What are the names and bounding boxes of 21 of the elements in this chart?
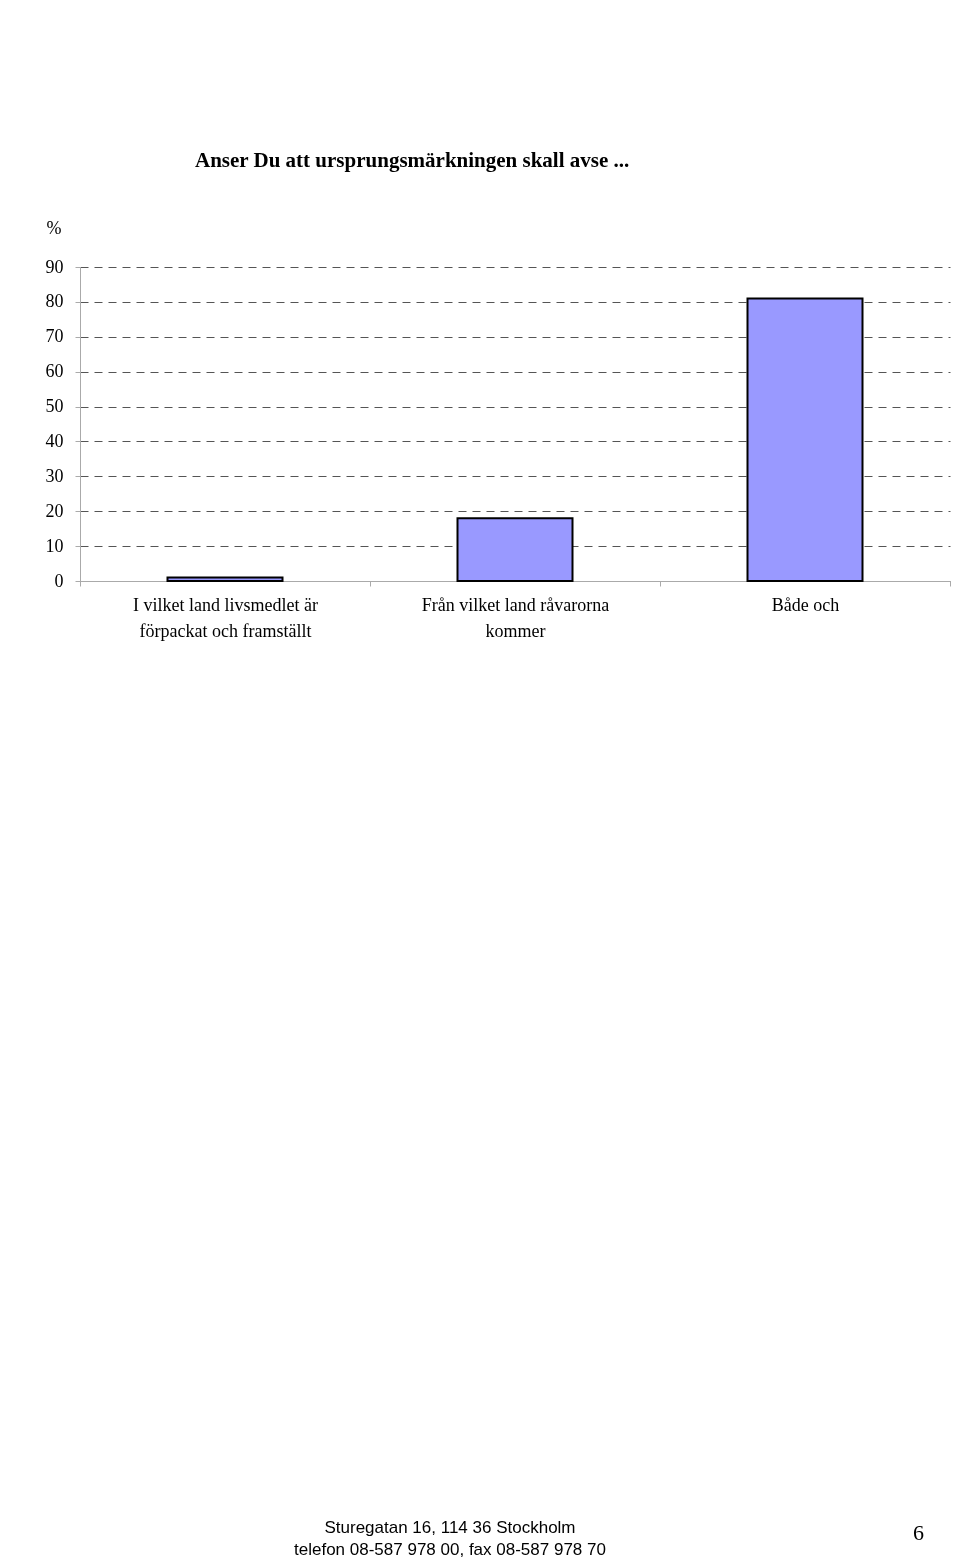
- text: Sturegatan 16, 114 36 Stockholm: [323, 1518, 577, 1538]
- text: telefon 08-587 978 00, fax 08-587 978 70: [293, 1540, 607, 1560]
- y-tick-label: 40: [45, 430, 64, 451]
- text: 6: [913, 1520, 924, 1546]
- y-tick-label: 70: [45, 326, 64, 347]
- y-tick-label: 60: [45, 361, 64, 382]
- bar: [456, 517, 574, 582]
- bar: [166, 576, 284, 582]
- y-tick-label: 50: [45, 396, 64, 417]
- x-tick-label: I vilket land livsmedlet är förpackat och framställt: [133, 594, 318, 641]
- chart-title: Anser Du att ursprungsmärkningen skall avse ...: [195, 148, 630, 172]
- x-tick-label: Från vilket land råvarorna kommer: [421, 594, 610, 641]
- y-tick-label: 30: [45, 465, 64, 486]
- x-tick-label: Både och: [771, 594, 840, 615]
- y-tick-label: 0: [54, 570, 64, 591]
- y-axis-title: %: [46, 217, 62, 238]
- y-tick-label: 80: [45, 291, 64, 312]
- y-tick-label: 20: [45, 500, 64, 521]
- y-tick-label: 10: [45, 535, 64, 556]
- y-tick-label: 90: [45, 256, 64, 277]
- bar: [746, 297, 864, 582]
